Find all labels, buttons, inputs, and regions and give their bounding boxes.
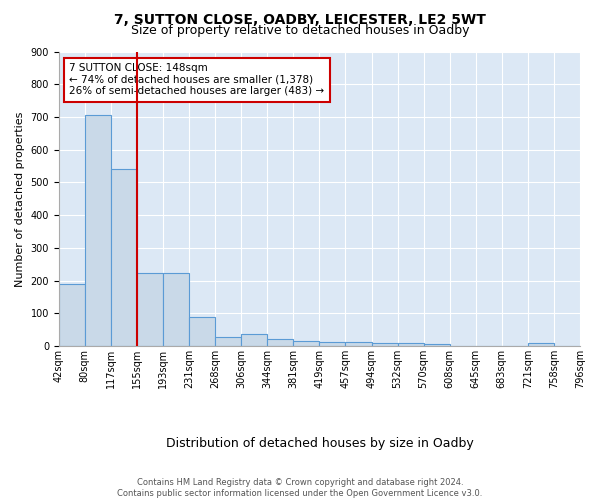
X-axis label: Distribution of detached houses by size in Oadby: Distribution of detached houses by size … [166, 437, 473, 450]
Bar [215, 338, 241, 346]
Bar [163, 272, 189, 346]
Bar [241, 334, 267, 346]
Bar [528, 343, 554, 346]
Bar [85, 116, 111, 346]
Text: Contains HM Land Registry data © Crown copyright and database right 2024.
Contai: Contains HM Land Registry data © Crown c… [118, 478, 482, 498]
Y-axis label: Number of detached properties: Number of detached properties [15, 111, 25, 286]
Bar [59, 284, 85, 346]
Bar [293, 342, 319, 346]
Text: 7 SUTTON CLOSE: 148sqm
← 74% of detached houses are smaller (1,378)
26% of semi-: 7 SUTTON CLOSE: 148sqm ← 74% of detached… [69, 64, 325, 96]
Bar [267, 339, 293, 346]
Bar [189, 317, 215, 346]
Bar [319, 342, 346, 346]
Bar [111, 170, 137, 346]
Bar [398, 343, 424, 346]
Text: Size of property relative to detached houses in Oadby: Size of property relative to detached ho… [131, 24, 469, 37]
Bar [137, 272, 163, 346]
Bar [346, 342, 371, 346]
Text: 7, SUTTON CLOSE, OADBY, LEICESTER, LE2 5WT: 7, SUTTON CLOSE, OADBY, LEICESTER, LE2 5… [114, 12, 486, 26]
Bar [371, 343, 398, 346]
Bar [424, 344, 449, 346]
